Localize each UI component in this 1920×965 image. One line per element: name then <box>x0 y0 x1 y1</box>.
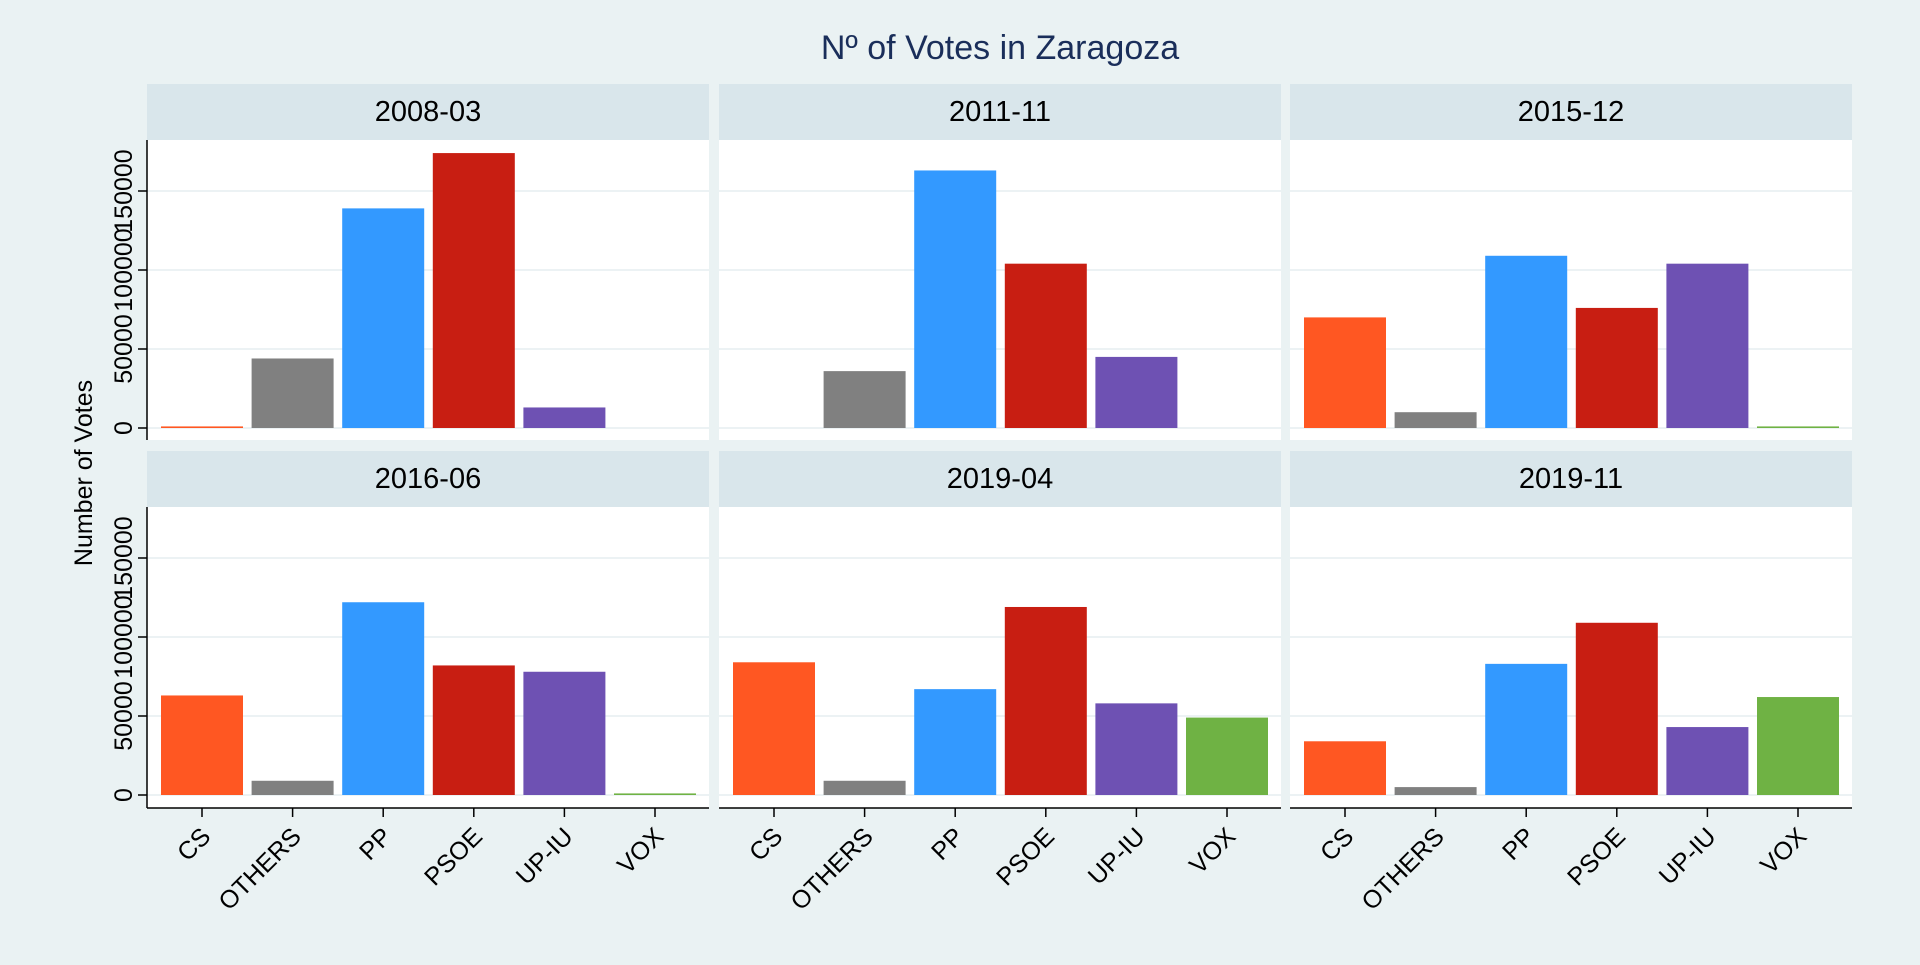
bar-psoe <box>432 153 515 428</box>
x-tick-label: UP-IU <box>511 822 579 890</box>
panel-header <box>719 84 1281 140</box>
panel-2011-11: 2011-11 <box>719 84 1281 440</box>
panel-header <box>1290 84 1852 140</box>
x-tick-label: OTHERS <box>785 822 878 915</box>
bar-pp <box>914 689 997 795</box>
panel-2015-12: 2015-12 <box>1290 84 1852 440</box>
x-tick-label: CS <box>172 822 216 866</box>
bar-vox <box>1186 717 1268 795</box>
bar-pp <box>1485 255 1568 428</box>
bar-up-iu <box>1666 263 1749 428</box>
panel-header-label: 2016-06 <box>375 463 481 495</box>
bar-cs <box>1304 741 1386 795</box>
panel-header-label: 2015-12 <box>1518 96 1624 128</box>
y-tick-label: 100000 <box>110 228 138 311</box>
x-tick-label: PP <box>1497 822 1540 865</box>
y-tick-label: 0 <box>110 421 138 435</box>
x-tick-label: UP-IU <box>1654 822 1722 890</box>
y-tick-label: 150000 <box>110 516 138 599</box>
x-tick-label: PSOE <box>1562 822 1631 891</box>
x-tick-label: OTHERS <box>213 822 306 915</box>
bar-others <box>251 358 334 428</box>
plot-area <box>719 140 1281 440</box>
y-tick-label: 150000 <box>110 149 138 232</box>
bar-others <box>1394 412 1477 428</box>
x-tick-label: PSOE <box>419 822 488 891</box>
panel-header-label: 2019-11 <box>1519 463 1623 495</box>
y-axis-label: Number of Votes <box>70 380 98 566</box>
bar-others <box>823 780 906 795</box>
y-tick-label: 50000 <box>110 681 138 751</box>
x-tick-label: PP <box>926 822 969 865</box>
chart-title: Nº of Votes in Zaragoza <box>821 29 1179 67</box>
panel-header-label: 2011-11 <box>949 96 1051 128</box>
plot-area <box>147 140 709 440</box>
panel-header <box>147 451 709 507</box>
panel-header <box>1290 451 1852 507</box>
bar-pp <box>1485 663 1568 795</box>
bar-cs <box>161 426 243 428</box>
bar-cs <box>161 695 243 795</box>
bar-psoe <box>432 665 515 795</box>
panel-header <box>719 451 1281 507</box>
bar-others <box>251 780 334 795</box>
x-tick-label: VOX <box>1755 822 1812 879</box>
panel-header-label: 2008-03 <box>375 96 481 128</box>
panel-header-label: 2019-04 <box>947 463 1053 495</box>
bar-up-iu <box>1666 727 1749 795</box>
bar-psoe <box>1575 622 1658 795</box>
panel-header <box>147 84 709 140</box>
bar-others <box>1394 787 1477 795</box>
bar-up-iu <box>1095 703 1178 795</box>
bar-up-iu <box>1095 356 1178 428</box>
x-tick-label: VOX <box>612 822 669 879</box>
y-tick-label: 0 <box>110 788 138 802</box>
bar-cs <box>733 662 815 795</box>
bar-others <box>823 371 906 428</box>
bar-vox <box>614 793 696 795</box>
bar-pp <box>914 170 997 428</box>
bar-up-iu <box>523 407 606 428</box>
x-tick-label: CS <box>1315 822 1359 866</box>
x-tick-label: PP <box>354 822 397 865</box>
x-tick-label: CS <box>744 822 788 866</box>
bar-pp <box>342 208 425 428</box>
bar-vox <box>1757 697 1839 795</box>
x-tick-label: VOX <box>1184 822 1241 879</box>
x-tick-label: UP-IU <box>1083 822 1151 890</box>
bar-pp <box>342 602 425 795</box>
x-tick-label: PSOE <box>991 822 1060 891</box>
bar-cs <box>1304 317 1386 428</box>
bar-psoe <box>1004 606 1087 795</box>
bar-up-iu <box>523 671 606 795</box>
y-tick-label: 100000 <box>110 595 138 678</box>
y-tick-label: 50000 <box>110 314 138 384</box>
bar-vox <box>1757 426 1839 428</box>
bar-psoe <box>1575 307 1658 428</box>
x-tick-label: OTHERS <box>1356 822 1449 915</box>
bar-psoe <box>1004 263 1087 428</box>
